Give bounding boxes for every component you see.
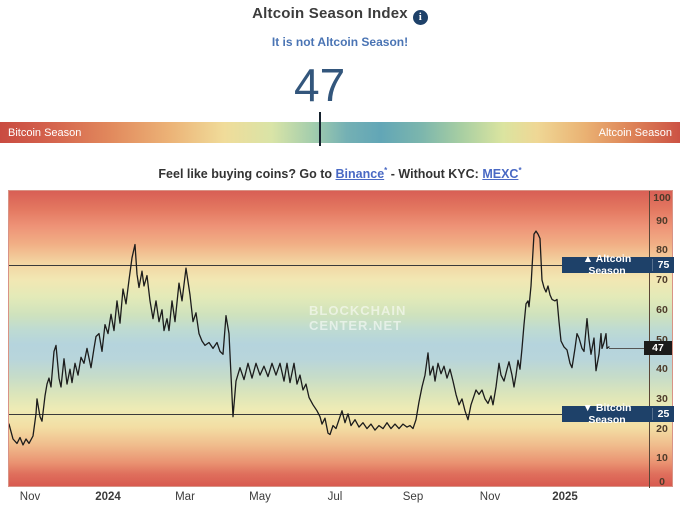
x-axis-tick-label: 2024 [95,491,121,503]
watermark: BLOCKCHAIN CENTER.NET [309,303,407,333]
y-axis-tick-label: 70 [656,274,668,287]
index-series-line [9,230,610,446]
y-axis-tick-label: 20 [656,422,668,435]
altcoin-threshold-line [9,265,649,267]
x-axis-labels: Nov 2024 Mar May Jul Sep Nov 2025 [0,489,680,507]
x-axis-tick-label: Jul [327,491,343,503]
x-axis-tick-label: Nov [19,491,41,503]
altcoin-season-badge: ▲ Altcoin Season 75 [562,253,674,277]
info-icon[interactable]: i [412,10,428,25]
page-title-row: Altcoin Season Index i [0,5,680,25]
y-axis-tick-label: 80 [656,244,668,257]
y-axis-tick-label: 90 [656,214,668,227]
y-axis-tick-label: 40 [656,363,668,376]
y-axis-tick-label: 10 [656,452,668,465]
bitcoin-threshold-line [9,413,649,415]
y-axis-tick-label: 100 [653,192,671,204]
mexc-link[interactable]: MEXC [482,167,519,182]
altcoin-season-label: Altcoin Season [598,126,672,139]
link-mark-icon: * [384,166,388,175]
y-axis-tick-label: 50 [656,333,668,346]
current-index-value: 47 [294,59,346,111]
x-axis-tick-label: May [249,491,271,503]
bitcoin-season-badge: ▼ Bitcoin Season 25 [562,402,674,426]
y-axis-tick-label: 60 [656,303,668,316]
plot-area [9,230,610,446]
index-marker [318,112,321,146]
x-axis-tick-label: Nov [479,491,501,503]
current-value-line [609,348,649,350]
binance-link[interactable]: Binance [335,167,385,182]
x-axis-tick-label: Mar [175,491,195,503]
y-axis-tick-label: 0 [659,476,665,488]
y-axis-tick-label: 30 [656,392,668,405]
promo-line: Feel like buying coins? Go to Binance* -… [0,166,680,181]
link-mark-icon: * [518,166,522,175]
index-history-chart: BLOCKCHAIN CENTER.NET 100 90 80 70 60 50 40 30 2… [8,190,674,488]
page-title: Altcoin Season Index [252,5,408,22]
bitcoin-season-label: Bitcoin Season [8,126,82,139]
season-status-message: It is not Altcoin Season! [271,35,409,49]
y-axis [649,191,650,488]
x-axis-tick-label: Sep [402,491,424,503]
x-axis-tick-label: 2025 [552,491,578,503]
promo-text-middle: - Without KYC: [387,167,483,182]
current-value-badge: 47 [644,341,672,356]
promo-text-prefix: Feel like buying coins? Go to [158,167,336,182]
season-gradient-bar: Bitcoin Season Altcoin Season [0,122,680,143]
